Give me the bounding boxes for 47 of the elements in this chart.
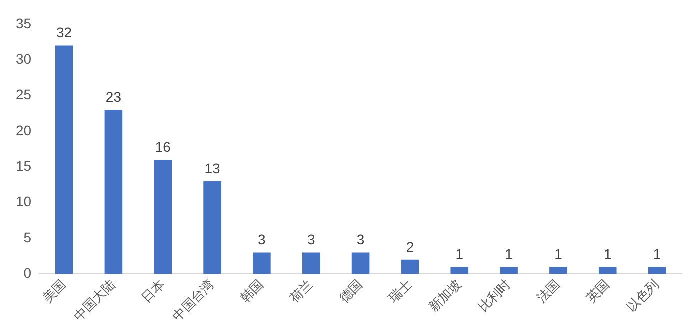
bar <box>598 267 617 274</box>
data-label: 2 <box>406 238 414 255</box>
bar <box>104 110 123 274</box>
data-label: 1 <box>604 246 612 262</box>
x-tick-label: 以色列 <box>624 277 663 316</box>
y-tick-label: 15 <box>16 158 32 174</box>
x-tick-label: 日本 <box>139 277 168 306</box>
x-tick-label: 比利时 <box>476 277 514 316</box>
data-label: 3 <box>356 232 365 248</box>
data-label: 3 <box>307 232 316 248</box>
x-tick-label: 中国台湾 <box>170 276 218 325</box>
data-label: 1 <box>554 246 563 262</box>
bar <box>55 46 74 274</box>
data-label: 3 <box>258 232 266 248</box>
y-tick-label: 30 <box>16 50 32 67</box>
bar <box>352 252 370 274</box>
bar <box>550 267 568 274</box>
y-tick-label: 20 <box>16 122 32 138</box>
x-tick-label: 韩国 <box>238 277 268 306</box>
data-label: 13 <box>204 160 221 176</box>
x-tick-label: 法国 <box>534 277 564 306</box>
y-tick-label: 0 <box>24 265 32 282</box>
y-tick-label: 5 <box>24 229 32 246</box>
x-tick-label: 荷兰 <box>288 277 317 306</box>
data-label: 1 <box>653 246 662 262</box>
x-tick-label: 英国 <box>584 277 614 306</box>
data-label: 1 <box>505 246 514 262</box>
x-tick-label: 中国大陆 <box>72 277 119 325</box>
x-tick-label: 瑞士 <box>386 277 416 306</box>
bar <box>450 267 469 274</box>
bar <box>204 181 222 274</box>
bar <box>253 252 271 274</box>
data-label: 32 <box>56 24 72 41</box>
bar <box>302 252 320 274</box>
bar <box>154 160 172 274</box>
x-tick-label: 美国 <box>40 276 70 306</box>
data-label: 1 <box>456 246 464 262</box>
bar <box>648 267 666 274</box>
y-tick-label: 35 <box>16 15 32 32</box>
y-tick-label: 25 <box>16 86 32 103</box>
bar <box>401 260 420 274</box>
data-label: 16 <box>155 138 172 155</box>
x-tick-label: 德国 <box>337 277 366 306</box>
x-tick-label: 新加坡 <box>426 277 465 316</box>
data-label: 23 <box>106 88 122 105</box>
bar <box>500 267 518 274</box>
y-tick-label: 10 <box>16 194 32 210</box>
